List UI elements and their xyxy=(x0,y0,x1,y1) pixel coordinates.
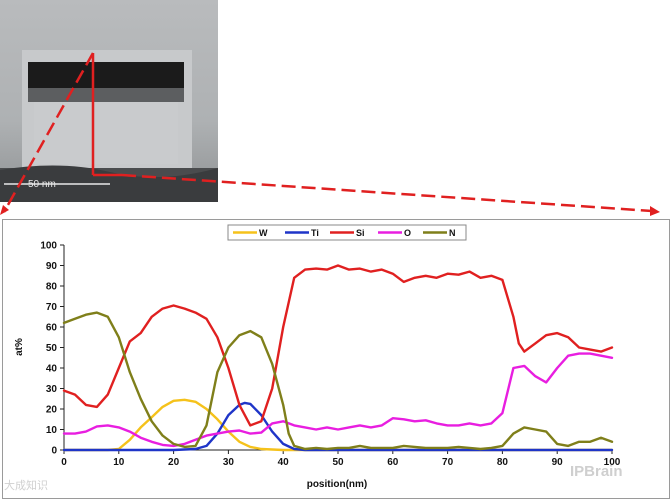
x-tick-label: 90 xyxy=(552,457,564,468)
legend-label-si: Si xyxy=(356,228,365,238)
x-tick-label: 50 xyxy=(332,457,344,468)
scale-bar-label: 50 nm xyxy=(28,179,56,190)
arrowhead-right xyxy=(650,206,660,216)
y-tick-label: 70 xyxy=(46,302,58,313)
oxide-region xyxy=(34,102,178,164)
tem-micrograph: 50 nm xyxy=(0,0,218,202)
y-tick-label: 50 xyxy=(46,343,58,354)
legend-label-ti: Ti xyxy=(311,228,319,238)
y-tick-label: 20 xyxy=(46,405,58,416)
y-tick-label: 0 xyxy=(51,446,57,457)
legend-label-w: W xyxy=(259,228,268,238)
x-tick-label: 30 xyxy=(223,457,235,468)
x-tick-label: 20 xyxy=(168,457,180,468)
x-axis-title: position(nm) xyxy=(307,479,368,490)
metal-layer-band xyxy=(28,62,184,90)
x-tick-label: 0 xyxy=(61,457,67,468)
legend-label-o: O xyxy=(404,228,411,238)
x-tick-label: 100 xyxy=(604,457,621,468)
legend-label-n: N xyxy=(449,228,456,238)
legend: W Ti Si O N xyxy=(227,224,467,241)
dashed-pointer-left xyxy=(2,52,95,213)
x-tick-label: 80 xyxy=(497,457,509,468)
y-tick-label: 100 xyxy=(40,241,57,252)
series-line-ti xyxy=(62,401,614,452)
series-line-n xyxy=(62,311,614,451)
series-line-si xyxy=(62,264,614,427)
y-tick-label: 30 xyxy=(46,384,58,395)
chart-series xyxy=(62,264,614,452)
x-tick-label: 60 xyxy=(387,457,399,468)
x-tick-label: 10 xyxy=(113,457,125,468)
arrowhead-left xyxy=(0,205,9,215)
y-tick-label: 90 xyxy=(46,261,58,272)
dashed-pointer-right xyxy=(121,173,653,213)
watermark-right: IPBrain xyxy=(570,463,623,480)
x-tick-label: 70 xyxy=(442,457,454,468)
y-tick-label: 60 xyxy=(46,323,58,334)
y-tick-label: 40 xyxy=(46,364,58,375)
watermark-left: 大成知识 xyxy=(4,479,48,492)
series-line-w xyxy=(62,398,614,452)
chart-axes: 0 10 20 30 40 50 60 70 80 90 100 0 10 20 30 40 50 60 70 80 9… xyxy=(40,241,620,469)
y-tick-label: 80 xyxy=(46,282,58,293)
linescan-marker xyxy=(0,52,660,216)
y-tick-label: 10 xyxy=(46,425,58,436)
x-tick-label: 40 xyxy=(278,457,290,468)
y-axis-title: at% xyxy=(14,338,25,356)
series-line-o xyxy=(62,352,614,448)
